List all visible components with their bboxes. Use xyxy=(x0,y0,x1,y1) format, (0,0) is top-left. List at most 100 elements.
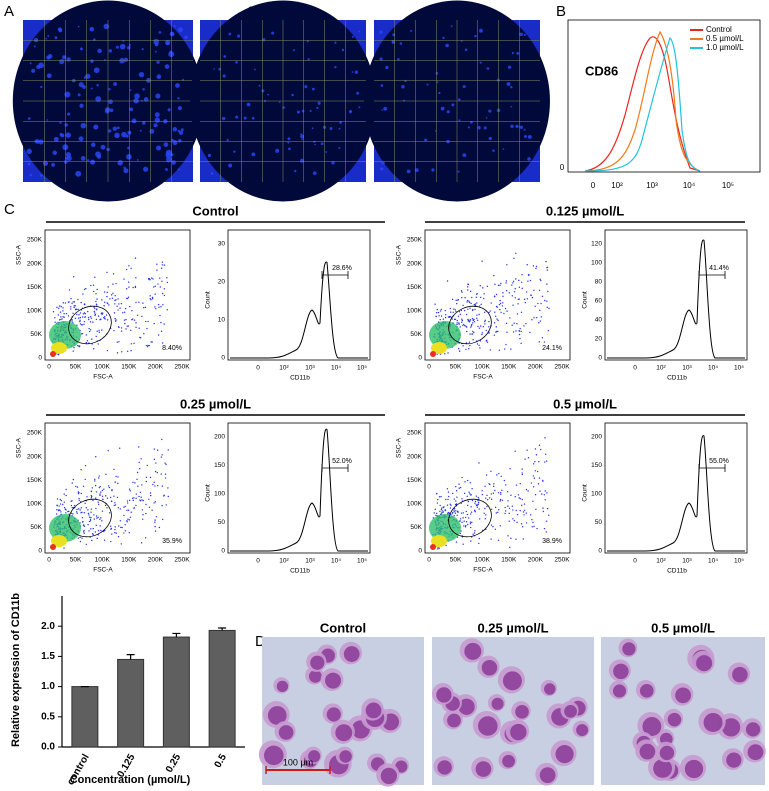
cell-dot xyxy=(251,152,256,157)
event-dot xyxy=(467,500,470,503)
y-tick-label: 50K xyxy=(410,524,422,531)
event-dot xyxy=(75,485,77,488)
event-dot xyxy=(515,538,517,540)
y-tick-label: 50K xyxy=(410,331,422,338)
event-dot xyxy=(160,473,162,475)
event-dot xyxy=(476,317,478,319)
event-dot xyxy=(458,322,460,324)
nucleus xyxy=(703,712,723,733)
cell-dot xyxy=(334,41,337,44)
event-dot xyxy=(156,269,158,271)
cell-dot xyxy=(474,34,477,38)
event-dot xyxy=(154,530,157,532)
y-tick-label: 40 xyxy=(595,317,603,324)
event-dot xyxy=(63,493,65,495)
event-dot xyxy=(76,486,79,488)
event-dot xyxy=(479,296,482,299)
cell-dot xyxy=(524,135,527,138)
event-dot xyxy=(157,303,160,306)
event-dot xyxy=(60,499,63,502)
event-dot xyxy=(507,505,509,507)
event-dot xyxy=(148,344,150,347)
event-dot xyxy=(70,512,73,515)
event-dot xyxy=(521,468,523,470)
event-dot xyxy=(522,511,525,513)
cell-dot xyxy=(457,170,460,173)
nucleus xyxy=(684,759,704,779)
event-dot xyxy=(458,311,461,313)
event-dot xyxy=(103,539,106,541)
event-dot xyxy=(470,302,472,305)
event-dot xyxy=(105,473,107,475)
y-tick-label: 200 xyxy=(591,433,602,440)
event-dot xyxy=(114,303,116,305)
event-dot xyxy=(75,511,78,513)
event-dot xyxy=(455,500,457,502)
cell-dot xyxy=(451,103,455,107)
event-dot xyxy=(149,492,152,494)
y-tick-label: 10 xyxy=(218,317,226,324)
cell-dot xyxy=(406,169,411,174)
event-dot xyxy=(109,525,112,527)
event-dot xyxy=(88,530,90,532)
y-tick-label: 200K xyxy=(27,453,43,460)
event-dot xyxy=(476,314,478,316)
event-dot xyxy=(72,301,74,303)
cell-dot xyxy=(483,126,487,130)
event-dot xyxy=(495,512,498,514)
cell-dot xyxy=(131,118,137,124)
event-dot xyxy=(148,506,151,508)
cell-dot xyxy=(53,136,59,142)
cell-dot xyxy=(262,38,266,42)
cell-dot xyxy=(154,50,157,53)
cell-dot xyxy=(136,159,139,161)
event-dot xyxy=(63,547,65,549)
y-tick-label: 20 xyxy=(218,278,226,285)
event-dot xyxy=(467,523,469,526)
event-dot xyxy=(509,317,511,319)
cell-dot xyxy=(139,129,142,132)
event-dot xyxy=(110,500,113,502)
x-tick-label: 150K xyxy=(501,364,517,371)
event-dot xyxy=(535,265,538,268)
event-dot xyxy=(79,312,82,314)
event-dot xyxy=(479,285,481,287)
event-dot xyxy=(534,305,536,307)
event-dot xyxy=(56,498,59,500)
event-dot xyxy=(518,298,520,300)
nucleus xyxy=(613,663,629,680)
event-dot xyxy=(161,485,164,487)
event-dot xyxy=(538,461,540,463)
nucleus xyxy=(365,702,382,719)
event-dot xyxy=(494,315,497,317)
nucleus xyxy=(747,744,764,761)
cell-dot xyxy=(516,51,520,55)
event-dot xyxy=(519,497,522,500)
event-dot xyxy=(85,342,88,344)
cell-dot xyxy=(414,168,419,173)
event-dot xyxy=(94,307,96,310)
event-dot xyxy=(483,311,486,313)
cell-dot xyxy=(96,84,99,87)
event-dot xyxy=(98,486,101,489)
event-dot xyxy=(61,318,63,320)
event-dot xyxy=(454,309,457,311)
event-dot xyxy=(465,342,468,344)
event-dot xyxy=(94,531,97,533)
event-dot xyxy=(84,478,86,481)
event-dot xyxy=(541,337,544,339)
event-dot xyxy=(521,287,523,290)
x-tick-label: 10⁵ xyxy=(357,365,367,372)
event-dot xyxy=(512,331,515,333)
event-dot xyxy=(489,349,492,351)
event-dot xyxy=(490,524,493,526)
event-dot xyxy=(435,315,437,318)
event-dot xyxy=(535,508,537,510)
event-dot xyxy=(117,535,120,538)
event-dot xyxy=(120,351,123,353)
event-dot xyxy=(97,315,100,317)
event-dot xyxy=(492,492,495,494)
event-dot xyxy=(119,307,121,309)
event-dot xyxy=(490,538,492,540)
event-dot xyxy=(84,465,87,467)
